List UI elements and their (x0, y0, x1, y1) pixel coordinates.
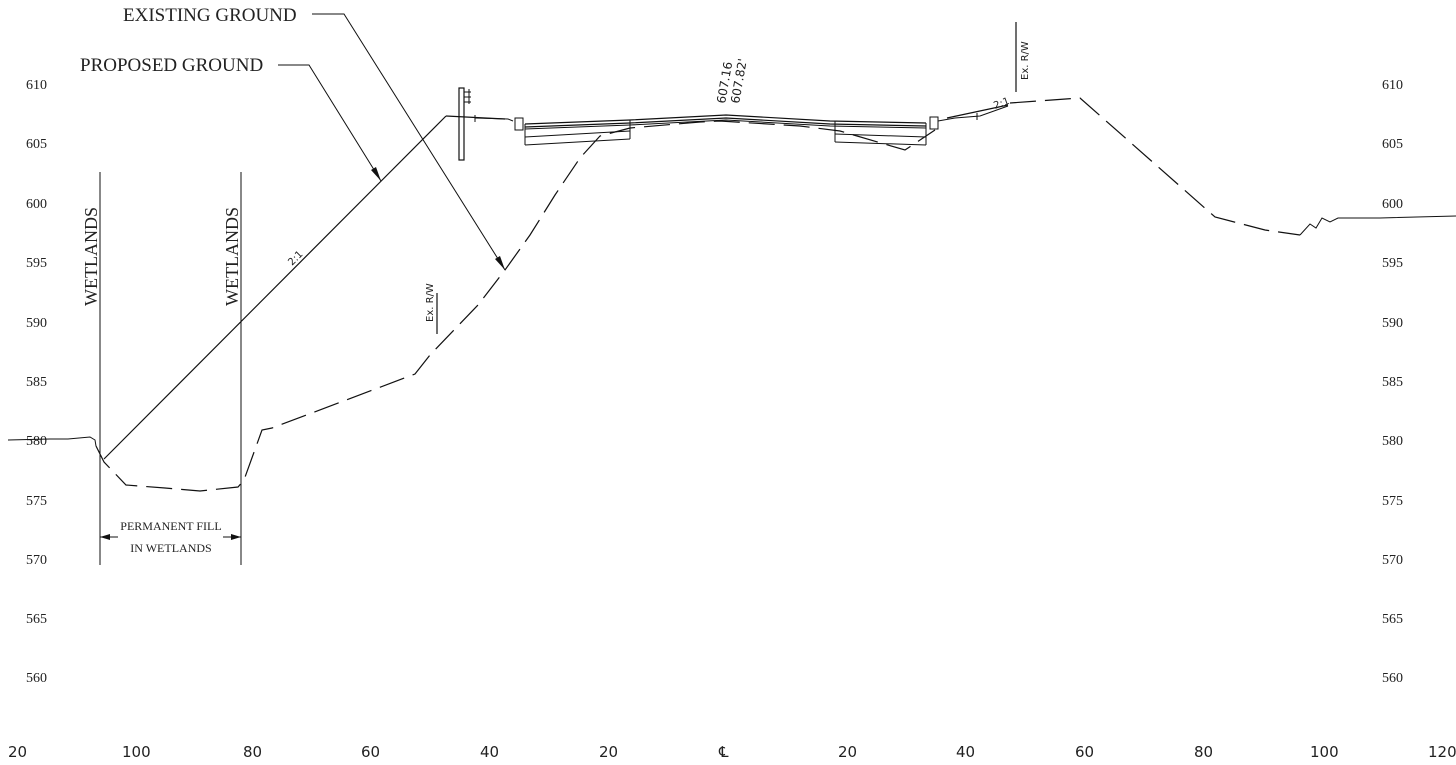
callout-existing-ground: EXISTING GROUND (123, 5, 506, 271)
existing-ground-solid-right (1299, 215, 1456, 236)
station-label: 20 (8, 743, 27, 761)
permanent-fill-label-line1: PERMANENT FILL (120, 519, 221, 533)
elev-left-605: 605 (26, 137, 47, 152)
elev-left-595: 595 (26, 256, 47, 271)
elev-right-595: 595 (1382, 256, 1403, 271)
station-label: 100 (122, 743, 151, 761)
station-label: 80 (1194, 743, 1213, 761)
existing-ground-solid-left (7, 436, 97, 447)
centerline-symbol: ℄ (718, 743, 729, 761)
elev-left-610: 610 (26, 78, 47, 93)
wetlands-label-left: WETLANDS (81, 207, 101, 306)
station-label: 60 (361, 743, 380, 761)
elev-right-600: 600 (1382, 197, 1403, 212)
permanent-fill-label-line2: IN WETLANDS (130, 541, 211, 555)
proposed-ground-label: PROPOSED GROUND (80, 55, 263, 76)
elev-left-565: 565 (26, 612, 47, 627)
elev-right-610: 610 (1382, 78, 1403, 93)
slope-label-right: 2:1 (992, 96, 1011, 112)
existing-ground-dashed (95, 120, 936, 492)
row-marker-left: Ex. R/W (425, 283, 438, 334)
existing-ground-dashed-right (1009, 97, 1301, 236)
elev-left-600: 600 (26, 197, 47, 212)
wetlands-boundary-left: WETLANDS (81, 172, 101, 565)
elev-right-575: 575 (1382, 494, 1403, 509)
elev-left-585: 585 (26, 375, 47, 390)
row-label-right: Ex. R/W (1020, 41, 1031, 80)
elev-right-585: 585 (1382, 375, 1403, 390)
elev-right-605: 605 (1382, 137, 1403, 152)
callout-proposed-ground: PROPOSED GROUND (80, 55, 382, 182)
existing-ground-line (7, 97, 1456, 492)
elev-right-560: 560 (1382, 671, 1403, 686)
wetlands-boundary-right: WETLANDS (222, 172, 242, 565)
slope-label-left: 2:1 (286, 249, 305, 268)
guardrail-post (458, 87, 471, 161)
row-marker-right: Ex. R/W (1015, 22, 1031, 92)
existing-ground-label: EXISTING GROUND (123, 5, 297, 26)
permanent-fill-dimension: PERMANENT FILL IN WETLANDS (100, 519, 241, 555)
elev-left-580: 580 (26, 434, 47, 449)
station-label: 120 (1428, 743, 1456, 761)
elev-left-560: 560 (26, 671, 47, 686)
pavement-section (474, 105, 1009, 146)
elev-right-570: 570 (1382, 553, 1403, 568)
station-label: 20 (838, 743, 857, 761)
elev-right-580: 580 (1382, 434, 1403, 449)
station-axis: 20 100 80 60 40 20 ℄ 20 40 60 80 100 120 (8, 743, 1456, 761)
wetlands-label-right: WETLANDS (222, 207, 242, 306)
elev-right-590: 590 (1382, 316, 1403, 331)
station-label: 60 (1075, 743, 1094, 761)
proposed-shoulder-right (946, 104, 1009, 119)
elev-left-575: 575 (26, 494, 47, 509)
station-label: 80 (243, 743, 262, 761)
row-label-left: Ex. R/W (425, 283, 436, 322)
elev-left-570: 570 (26, 553, 47, 568)
elevation-axis-left: 610 605 600 595 590 585 580 575 570 565 … (26, 78, 47, 686)
station-label: 40 (480, 743, 499, 761)
proposed-slope-left (103, 115, 447, 460)
elev-left-590: 590 (26, 316, 47, 331)
elev-right-565: 565 (1382, 612, 1403, 627)
station-label: 100 (1310, 743, 1339, 761)
station-label: 20 (599, 743, 618, 761)
elevation-axis-right: 610 605 600 595 590 585 580 575 570 565 … (1382, 78, 1403, 686)
station-label: 40 (956, 743, 975, 761)
